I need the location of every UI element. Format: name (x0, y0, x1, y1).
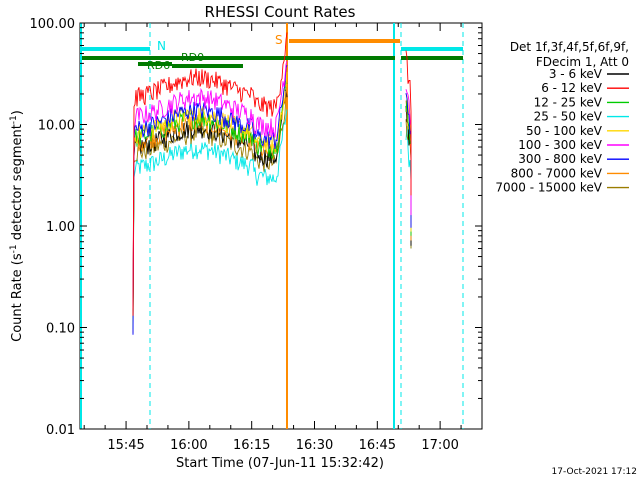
x-tick-label: 16:45 (359, 438, 396, 453)
y-axis-label-part: Count Rate (s (10, 253, 25, 342)
legend: Det 1f,3f,4f,5f,6f,9f, FDecim 1, Att 0 3… (495, 40, 629, 195)
chart-title: RHESSI Count Rates (205, 3, 356, 21)
x-axis: 15:45 16:00 16:15 16:30 16:45 17:00 (83, 23, 483, 453)
saa-label: S (275, 33, 283, 47)
y-tick-label: 0.01 (46, 423, 75, 438)
timestamp: 17-Oct-2021 17:12 (552, 467, 637, 477)
x-axis-label: Start Time (07-Jun-11 15:32:42) (176, 456, 384, 471)
y-axis-label-sup: -1 (9, 244, 19, 253)
y-tick-label: 1.00 (46, 220, 75, 235)
series-trace (132, 60, 288, 309)
x-tick-label: 16:00 (170, 438, 207, 453)
series-trace (132, 64, 288, 335)
legend-entry-label: 300 - 800 keV (518, 152, 602, 166)
legend-header-line-2: FDecim 1, Att 0 (536, 55, 629, 69)
series-layer (132, 32, 412, 335)
legend-header-line-1: Det 1f,3f,4f,5f,6f,9f, (510, 40, 629, 54)
series-trace-burst (405, 50, 412, 196)
series-trace (132, 32, 288, 316)
rd6-label: RD6 (147, 59, 170, 72)
legend-entry-label: 3 - 6 keV (549, 67, 603, 81)
annotation-layer: N S RD6 RD0 (80, 23, 464, 429)
x-tick-label: 16:15 (233, 438, 270, 453)
night-label: N (157, 39, 166, 53)
y-axis-label-part2: detector segment (10, 124, 25, 244)
y-axis-label: Count Rate (s-1 detector segment-1) (9, 110, 25, 342)
series-trace (132, 71, 288, 309)
legend-entry-label: 25 - 50 keV (534, 110, 603, 124)
legend-entry-label: 100 - 300 keV (518, 138, 602, 152)
series-trace (132, 109, 288, 316)
x-tick-label: 17:00 (421, 438, 458, 453)
x-tick-label: 15:45 (107, 438, 144, 453)
legend-entry-label: 7000 - 15000 keV (495, 181, 602, 195)
y-tick-label: 100.00 (30, 17, 76, 32)
y-axis-label-close: ) (10, 110, 25, 115)
y-axis-label-sup2: -1 (9, 115, 19, 124)
y-axis: 100.00 10.00 1.00 0.10 0.01 (30, 17, 482, 438)
rd0-label: RD0 (181, 51, 204, 64)
legend-entry-label: 6 - 12 keV (541, 81, 603, 95)
y-tick-label: 10.00 (38, 119, 75, 134)
y-tick-label: 0.10 (46, 322, 75, 337)
x-tick-label: 16:30 (296, 438, 333, 453)
legend-entry-label: 800 - 7000 keV (511, 166, 603, 180)
legend-entry-label: 12 - 25 keV (534, 95, 603, 109)
legend-entry-label: 50 - 100 keV (526, 124, 603, 138)
